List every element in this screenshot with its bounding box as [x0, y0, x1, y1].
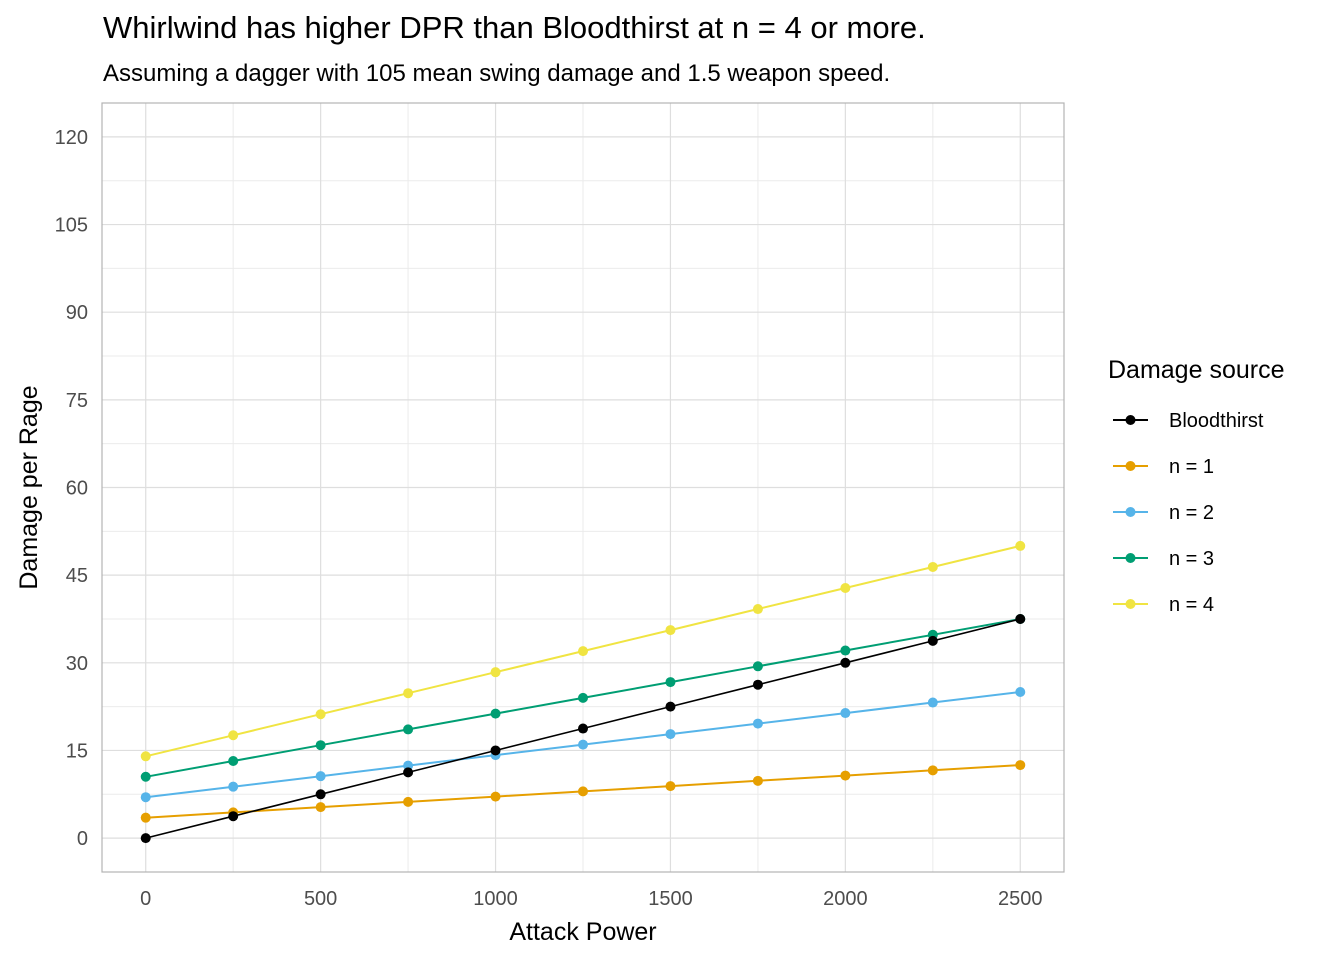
data-point-bloodthirst: [315, 789, 326, 800]
grid-major-lines: [102, 103, 1064, 872]
y-tick-label: 30: [66, 653, 88, 675]
data-point-n-3: [228, 755, 239, 766]
data-point-bloodthirst: [403, 767, 414, 778]
x-axis-title: Attack Power: [509, 918, 656, 946]
data-point-n-2: [927, 697, 938, 708]
data-point-n-1: [578, 786, 588, 797]
panel-border: [101, 102, 1065, 873]
data-point-n-4: [403, 688, 414, 699]
y-axis-ticks: 0 15 30 45 60 75 90 105 120: [55, 127, 88, 850]
data-point-n-3: [403, 724, 414, 735]
data-point-n-1: [403, 796, 414, 807]
data-point-bloodthirst: [228, 811, 239, 822]
y-tick-label: 45: [66, 565, 88, 587]
data-point-n-4: [140, 751, 151, 762]
legend-key-point: [1125, 415, 1136, 425]
data-point-bloodthirst: [140, 833, 151, 844]
data-point-bloodthirst: [927, 635, 938, 646]
data-point-n-4: [315, 709, 326, 720]
x-tick-label: 1500: [648, 888, 693, 910]
legend-item: n = 3: [1113, 548, 1214, 570]
data-point-n-2: [840, 708, 851, 719]
data-point-n-1: [1015, 760, 1026, 771]
data-point-n-2: [578, 739, 588, 750]
data-point-n-3: [578, 692, 588, 703]
data-point-n-2: [1015, 687, 1026, 698]
data-point-n-4: [752, 604, 763, 615]
data-point-bloodthirst: [578, 723, 588, 734]
data-point-n-4: [228, 730, 239, 741]
data-point-n-2: [315, 771, 326, 782]
data-point-n-1: [665, 781, 676, 792]
data-point-n-3: [490, 708, 501, 719]
data-point-n-4: [927, 561, 938, 572]
legend-label: n = 1: [1169, 456, 1214, 478]
x-tick-label: 1000: [473, 888, 518, 910]
data-point-n-4: [490, 667, 501, 678]
data-point-n-2: [228, 781, 239, 792]
data-point-bloodthirst: [1015, 613, 1026, 624]
data-point-n-1: [927, 765, 938, 776]
x-tick-label: 2000: [823, 888, 868, 910]
legend-item: n = 1: [1113, 456, 1214, 478]
legend-item: Bloodthirst: [1113, 410, 1264, 432]
legend-item: n = 4: [1113, 594, 1214, 616]
chart-subtitle: Assuming a dagger with 105 mean swing da…: [103, 60, 891, 87]
data-point-n-2: [752, 718, 763, 729]
y-tick-label: 105: [55, 215, 88, 237]
y-tick-label: 90: [66, 302, 88, 324]
legend-item: n = 2: [1113, 502, 1214, 524]
y-tick-label: 0: [77, 828, 88, 850]
data-point-n-3: [665, 677, 676, 688]
data-point-n-3: [752, 661, 763, 672]
x-axis-ticks: 0 500 1000 1500 2000 2500: [140, 888, 1042, 910]
legend-key-point: [1125, 461, 1136, 471]
data-point-n-4: [1015, 540, 1026, 551]
legend-label: n = 2: [1169, 502, 1214, 524]
data-point-n-1: [315, 802, 326, 813]
x-tick-label: 2500: [998, 888, 1043, 910]
data-point-n-4: [840, 583, 851, 594]
legend-key-point: [1125, 507, 1136, 517]
data-point-n-4: [665, 625, 676, 636]
data-point-n-1: [840, 770, 851, 781]
data-point-n-3: [840, 645, 851, 656]
data-point-n-3: [140, 771, 151, 782]
legend: Damage source Bloodthirst n = 1 n = 2 n = 3…: [1108, 356, 1284, 616]
data-point-n-2: [140, 792, 151, 803]
legend-label: n = 3: [1169, 548, 1214, 570]
legend-key-point: [1125, 553, 1136, 563]
x-tick-label: 500: [304, 888, 337, 910]
series-points: [140, 540, 1026, 844]
chart-title: Whirlwind has higher DPR than Bloodthirs…: [103, 10, 926, 45]
legend-title: Damage source: [1108, 356, 1284, 384]
data-point-n-1: [490, 791, 501, 802]
legend-label: Bloodthirst: [1169, 410, 1264, 432]
data-point-n-4: [578, 646, 588, 657]
y-tick-label: 60: [66, 478, 88, 500]
y-tick-label: 120: [55, 127, 88, 149]
data-point-bloodthirst: [665, 701, 676, 712]
legend-label: n = 4: [1169, 594, 1214, 616]
y-tick-label: 15: [66, 740, 88, 762]
data-point-bloodthirst: [752, 679, 763, 690]
data-point-bloodthirst: [840, 657, 851, 668]
x-tick-label: 0: [140, 888, 151, 910]
y-axis-title: Damage per Rage: [15, 385, 43, 589]
data-point-bloodthirst: [490, 745, 501, 756]
data-point-n-1: [140, 812, 151, 823]
data-point-n-3: [315, 740, 326, 751]
data-point-n-1: [752, 775, 763, 786]
y-tick-label: 75: [66, 390, 88, 412]
data-point-n-2: [665, 729, 676, 740]
legend-key-point: [1125, 599, 1136, 609]
